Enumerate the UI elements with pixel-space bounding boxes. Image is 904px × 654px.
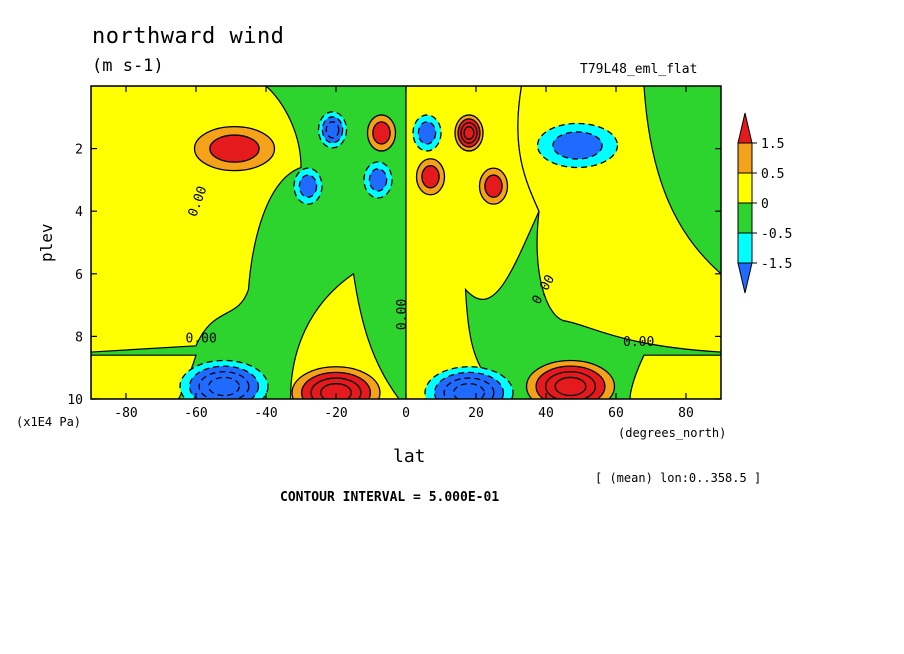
chart-title: northward wind	[92, 24, 285, 49]
y-tick-label-1: 2	[75, 143, 83, 158]
y-tick-label-2: 4	[75, 205, 83, 220]
y-axis-unit: (x1E4 Pa)	[16, 415, 82, 429]
positive-region-6	[289, 272, 400, 399]
axes: -80 -60 -40 -20 0 20 40 60 80 2 4 6 8 10	[67, 85, 722, 421]
contour-cell-12-level-4	[320, 383, 352, 399]
y-tick-label-3: 6	[75, 268, 83, 283]
colorbar-segment-1	[737, 142, 753, 174]
y-tick-label-4: 8	[75, 330, 83, 345]
averaging-note: [ (mean) lon:0..358.5 ]	[595, 471, 762, 485]
colorbar-bottom-arrow	[737, 262, 753, 294]
colorbar: 1.5 0.5 0 -0.5 -1.5	[737, 112, 792, 294]
chart-units: (m s-1)	[92, 56, 164, 76]
x-tick-label-8: 60	[608, 406, 624, 421]
zero-contour-label-2: 0.00	[186, 332, 217, 347]
x-tick-label-4: -20	[324, 406, 347, 421]
x-tick-label-5: 0	[402, 406, 410, 421]
contour-cell-7-level-2	[298, 174, 318, 198]
dataset-label: T79L48_eml_flat	[580, 62, 698, 77]
x-tick-label-1: -80	[114, 406, 137, 421]
colorbar-label-5: -1.5	[761, 257, 792, 272]
contour-cell-11-level-4	[208, 376, 240, 397]
colorbar-top-arrow	[737, 112, 753, 144]
contour-cell-6-level-2	[552, 131, 603, 160]
colorbar-segment-2	[737, 172, 753, 204]
contour-cell-8-level-2	[368, 168, 388, 192]
contour-cell-10-level-2	[484, 174, 503, 198]
contour-cell-2-level-3	[325, 121, 340, 139]
colorbar-segment-3	[737, 202, 753, 234]
colorbar-label-1: 1.5	[761, 137, 784, 152]
contour-cell-13-level-4	[453, 383, 485, 399]
zero-contour-label-5: 0.00	[623, 335, 654, 350]
x-axis-label: lat	[393, 446, 426, 467]
contour-interval: CONTOUR INTERVAL = 5.000E-01	[280, 490, 500, 505]
x-axis-unit: (degrees_north)	[618, 426, 727, 440]
colorbar-label-3: 0	[761, 197, 769, 212]
y-tick-label-5: 10	[67, 393, 83, 408]
plot-area: 0.000.000.000.000.00	[91, 86, 721, 399]
contour-cell-3-level-2	[372, 121, 391, 145]
positive-region-5	[629, 354, 721, 399]
x-tick-label-3: -40	[254, 406, 277, 421]
x-tick-label-7: 40	[538, 406, 554, 421]
contour-cell-5-level-4	[463, 126, 475, 140]
positive-region-4	[91, 354, 197, 399]
x-tick-label-6: 20	[468, 406, 484, 421]
contour-cell-1-level-2	[209, 134, 260, 163]
colorbar-label-4: -0.5	[761, 227, 792, 242]
zero-contour-label-3: 0.00	[395, 299, 410, 330]
colorbar-segment-4	[737, 232, 753, 264]
y-axis-label: plev	[37, 223, 56, 262]
contour-cell-4-level-2	[417, 121, 437, 145]
x-tick-label-9: 80	[678, 406, 694, 421]
x-tick-label-2: -60	[184, 406, 207, 421]
contour-cell-9-level-2	[421, 165, 440, 189]
colorbar-label-2: 0.5	[761, 167, 784, 182]
contour-cell-14-level-4	[554, 376, 587, 397]
